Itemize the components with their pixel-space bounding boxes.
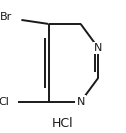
Text: HCl: HCl [52, 117, 74, 130]
Text: Br: Br [0, 12, 12, 22]
Text: Cl: Cl [0, 97, 9, 107]
Text: N: N [94, 43, 102, 53]
Text: N: N [76, 97, 85, 107]
